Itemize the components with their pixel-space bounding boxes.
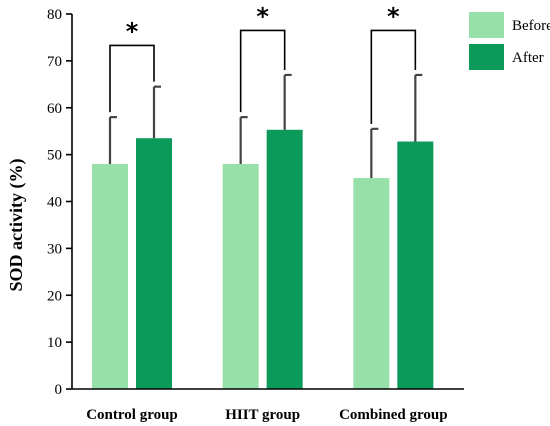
bar xyxy=(92,164,128,389)
y-tick-label: 30 xyxy=(47,241,62,257)
bar xyxy=(266,129,303,389)
legend-label: Before xyxy=(512,18,550,34)
y-tick-label: 80 xyxy=(47,7,62,23)
error-bars-layer xyxy=(108,73,423,179)
bar xyxy=(136,138,172,389)
bar xyxy=(222,164,259,389)
y-tick-label: 60 xyxy=(47,101,62,117)
y-tick-label: 70 xyxy=(47,54,62,70)
significance-star: * xyxy=(126,17,139,45)
y-tick-label: 40 xyxy=(47,195,62,211)
y-tick-label: 20 xyxy=(47,288,62,304)
significance-star: * xyxy=(256,2,269,30)
y-tick-label: 0 xyxy=(55,382,63,398)
category-label: Combined group xyxy=(339,407,448,423)
y-ticks-layer: 0 10 20 30 40 50 60 70 80 xyxy=(47,7,72,398)
legend-label: After xyxy=(512,50,544,66)
legend-swatch xyxy=(469,12,504,38)
significance-star: * xyxy=(387,2,400,30)
y-tick-label: 10 xyxy=(47,335,62,351)
significance-bracket xyxy=(370,29,417,124)
x-category-labels: Control group HIIT group Combined group xyxy=(86,407,447,423)
bar xyxy=(397,141,434,389)
significance-bracket xyxy=(239,29,286,113)
bar xyxy=(353,178,390,389)
y-axis-title: SOD activity (%) xyxy=(6,159,27,292)
bars-layer xyxy=(92,129,434,389)
category-label: Control group xyxy=(86,407,178,423)
significance-layer: * * * xyxy=(109,2,417,124)
legend: Before After xyxy=(469,12,550,70)
y-tick-label: 50 xyxy=(47,148,62,164)
category-label: HIIT group xyxy=(225,407,300,423)
legend-swatch xyxy=(469,44,504,70)
significance-bracket xyxy=(109,44,155,113)
